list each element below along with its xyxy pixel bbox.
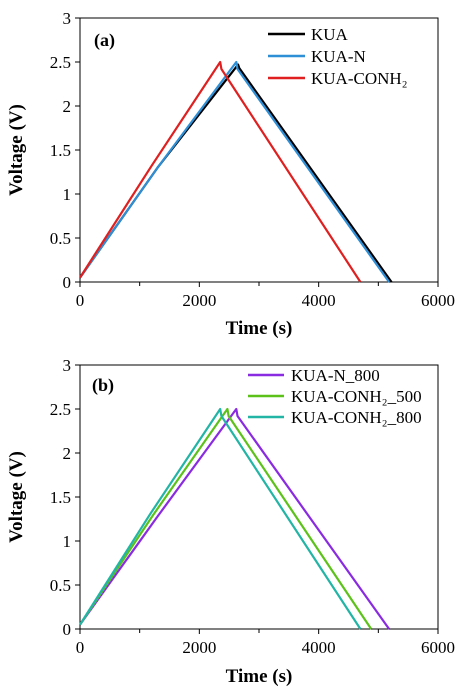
y-tick-label: 2: [63, 444, 72, 463]
y-axis-title: Voltage (V): [6, 104, 27, 196]
y-tick-label: 0: [63, 620, 72, 639]
y-tick-label: 1.5: [50, 141, 71, 160]
y-tick-label: 3: [63, 9, 72, 28]
y-tick-label: 1: [63, 185, 72, 204]
legend-label: KUA-N_800: [291, 366, 380, 385]
y-tick-label: 2.5: [50, 53, 71, 72]
series-line-kua-n: [79, 60, 390, 283]
x-axis-title: Time (s): [226, 318, 293, 339]
legend-label: KUA-N: [311, 47, 366, 66]
x-tick-label: 4000: [302, 291, 336, 310]
y-axis-title: Voltage (V): [6, 451, 27, 543]
x-axis-title: Time (s): [226, 666, 293, 687]
series-line-kua-conh-500: [79, 407, 373, 630]
x-tick-label: 0: [76, 291, 85, 310]
x-tick-label: 0: [76, 638, 85, 657]
x-tick-label: 2000: [182, 638, 216, 657]
series-line-kua-conh-800: [79, 407, 362, 630]
legend-label: KUA: [311, 25, 349, 44]
panel-label: (a): [94, 30, 115, 51]
chart-panel-1: 0 0.5 1 1.5 2 2.5 3 0 2000 4000 6000 Time (s) Voltag…: [6, 356, 455, 687]
y-tick-label: 2.5: [50, 400, 71, 419]
y-tick-label: 3: [63, 356, 72, 375]
x-tick-label: 2000: [182, 291, 216, 310]
y-tick-label: 0.5: [50, 576, 71, 595]
y-tick-label: 1.5: [50, 488, 71, 507]
y-tick-label: 0: [63, 273, 72, 292]
chart-panel-0: 0 0.5 1 1.5 2 2.5 3 0 2000 4000 6000 Time (s) Voltag…: [6, 9, 455, 339]
legend-label: KUA-CONH₂_800: [291, 408, 422, 427]
x-tick-label: 6000: [421, 638, 455, 657]
x-tick-label: 4000: [302, 638, 336, 657]
plot-area-frame: [79, 17, 439, 283]
panel-label: (b): [92, 375, 114, 396]
series-line-kua-n-800: [79, 407, 390, 630]
y-tick-label: 0.5: [50, 229, 71, 248]
legend-label: KUA-CONH₂: [311, 69, 408, 88]
x-tick-label: 6000: [421, 291, 455, 310]
series-line-kua: [79, 63, 393, 283]
series-line-kua-conh-: [79, 60, 362, 283]
y-tick-label: 2: [63, 97, 72, 116]
legend-label: KUA-CONH₂_500: [291, 387, 422, 406]
y-tick-label: 1: [63, 532, 72, 551]
